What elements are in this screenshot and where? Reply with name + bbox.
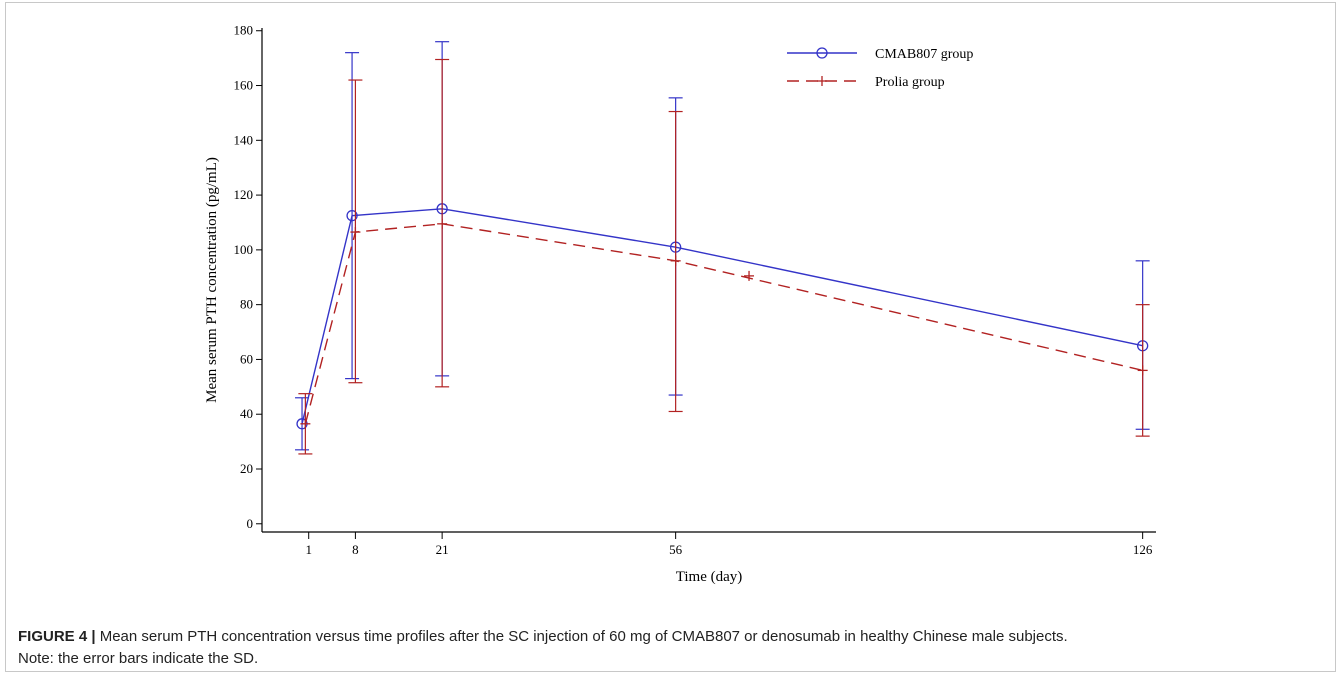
- y-tick-label: 60: [240, 351, 253, 366]
- data-point: [437, 218, 448, 229]
- y-tick-label: 140: [234, 132, 254, 147]
- legend-marker: [817, 76, 827, 86]
- data-point: [350, 227, 361, 238]
- series-line: [304, 223, 1143, 424]
- x-tick-label: 1: [305, 542, 312, 557]
- y-axis-title: Mean serum PTH concentration (pg/mL): [204, 157, 220, 403]
- series-prolia: [298, 58, 1150, 455]
- caption-label: FIGURE 4 |: [18, 628, 96, 645]
- legend-item-prolia: Prolia group: [787, 75, 945, 90]
- legend-marker: [816, 47, 828, 59]
- caption-line: FIGURE 4 | Mean serum PTH concentration …: [18, 626, 1318, 648]
- data-point: [300, 418, 311, 429]
- legend: CMAB807 group Prolia group: [787, 47, 973, 90]
- x-tick-label: 8: [352, 542, 359, 557]
- x-tick-label: 21: [436, 542, 449, 557]
- axes: 0 20 40 60 80 100 120 140 160 180 1 8 21 56 126: [234, 23, 1156, 557]
- y-tick-label: 180: [234, 23, 254, 38]
- x-tick-label: 126: [1133, 542, 1153, 557]
- data-point: [346, 209, 358, 222]
- caption-note: Note: the error bars indicate the SD.: [18, 650, 259, 667]
- data-point: [1137, 365, 1148, 376]
- y-tick-label: 20: [240, 461, 253, 476]
- legend-label: Prolia group: [875, 75, 945, 90]
- y-tick-label: 40: [240, 406, 253, 421]
- y-tick-label: 160: [234, 78, 254, 93]
- x-axis-title: Time (day): [676, 569, 743, 585]
- y-tick-label: 120: [234, 187, 254, 202]
- legend-item-cmab807: CMAB807 group: [787, 47, 973, 62]
- series-cmab807: [295, 41, 1150, 451]
- x-tick-label: 56: [669, 542, 683, 557]
- legend-label: CMAB807 group: [875, 47, 973, 62]
- y-tick-label: 0: [247, 516, 254, 531]
- y-tick-label: 80: [240, 297, 253, 312]
- y-tick-label: 100: [234, 242, 254, 257]
- caption-text: Mean serum PTH concentration versus time…: [95, 628, 1068, 645]
- series-layer: [295, 41, 1150, 455]
- data-point: [670, 255, 681, 266]
- data-point-extra: [744, 270, 755, 281]
- figure-frame: [5, 2, 1336, 672]
- pth-chart: 0 20 40 60 80 100 120 140 160 180 1 8 21 56 126 CMAB80…: [204, 23, 1156, 585]
- series-line: [301, 208, 1143, 424]
- figure-caption: FIGURE 4 | Mean serum PTH concentration …: [18, 626, 1318, 670]
